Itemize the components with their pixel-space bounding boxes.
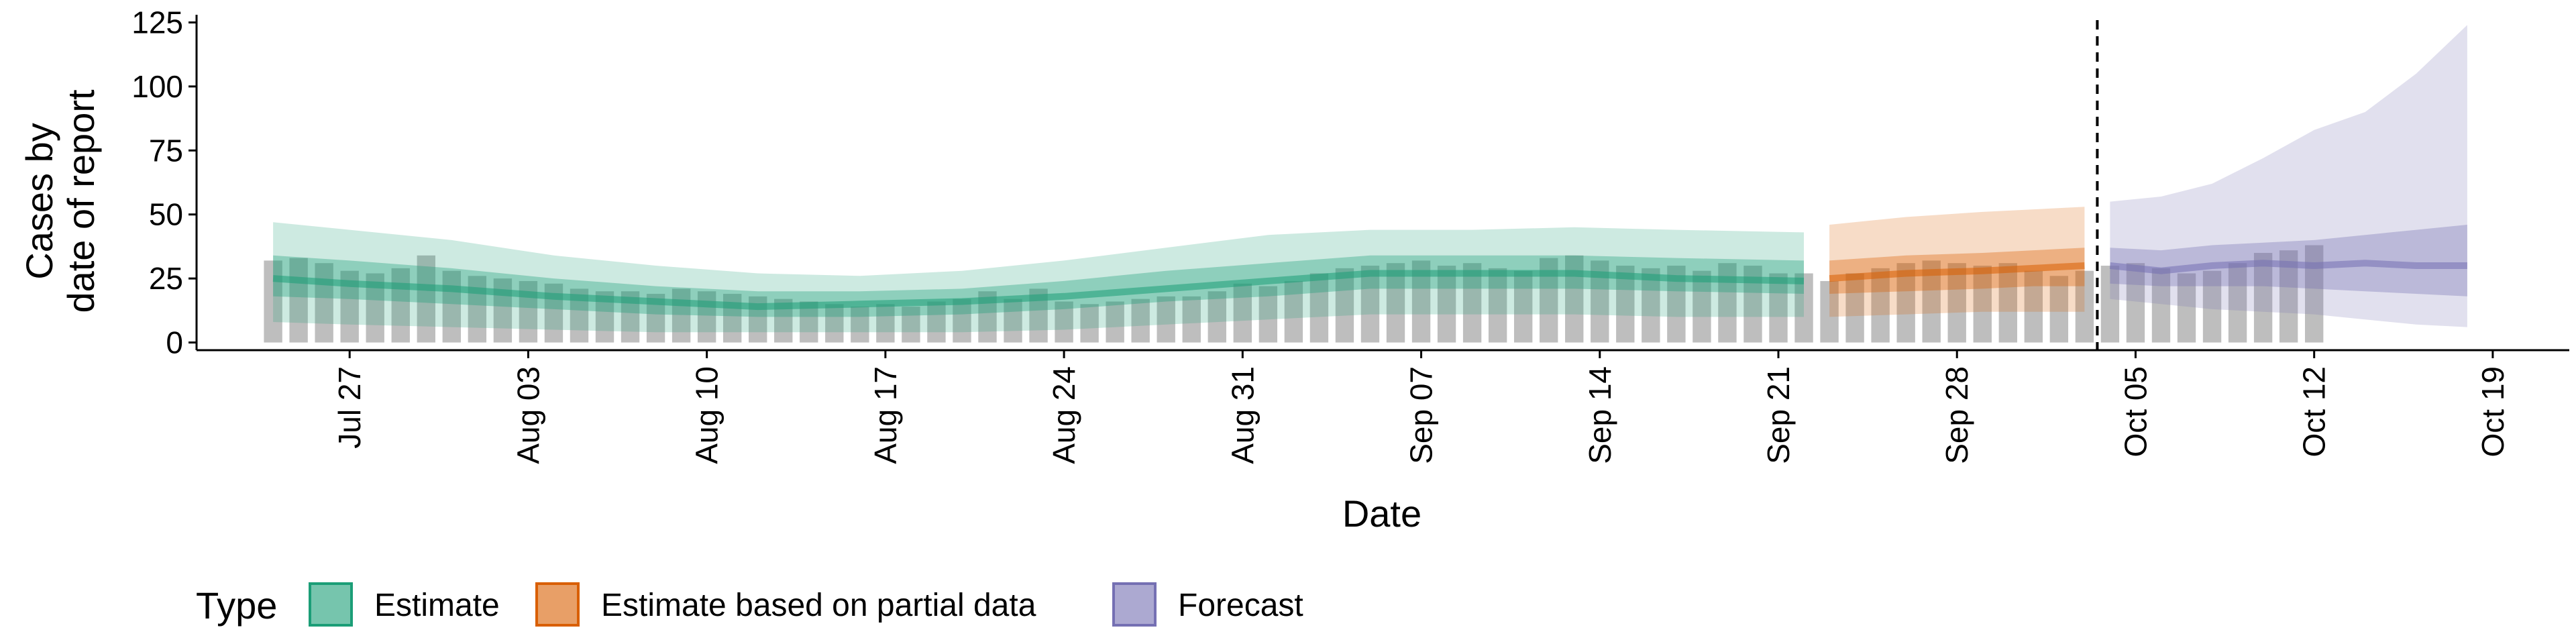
bar <box>1871 268 1890 343</box>
bar <box>1693 270 1711 343</box>
y-tick-label: 125 <box>131 5 183 40</box>
bar <box>1769 273 1788 343</box>
x-tick-label: Sep 07 <box>1404 366 1439 464</box>
x-tick-label: Aug 17 <box>868 366 903 464</box>
x-tick-label: Aug 03 <box>511 366 545 464</box>
bar <box>1309 273 1329 343</box>
bar <box>2100 266 2120 343</box>
legend-swatch-forecast <box>1112 582 1157 627</box>
bar <box>1437 266 1456 343</box>
x-tick-label: Sep 14 <box>1582 366 1617 464</box>
bar <box>1208 291 1226 343</box>
x-tick-label: Oct 05 <box>2118 366 2153 458</box>
bar <box>2075 270 2094 343</box>
bar <box>391 268 410 343</box>
bar <box>902 307 920 343</box>
bar <box>851 307 869 343</box>
bar <box>876 304 895 343</box>
bar <box>1182 296 1201 343</box>
x-tick-label: Oct 12 <box>2297 366 2332 458</box>
bar <box>315 263 333 343</box>
bar <box>2151 268 2171 343</box>
bar <box>417 255 435 343</box>
bar <box>1998 263 2017 343</box>
bar <box>442 270 462 343</box>
x-tick-label: Oct 19 <box>2475 366 2510 458</box>
bar <box>697 291 716 343</box>
y-tick-label: 0 <box>166 325 183 360</box>
y-tick-label: 25 <box>149 261 183 296</box>
bar <box>2126 263 2145 343</box>
bar <box>1360 266 1380 343</box>
bar <box>1258 286 1278 343</box>
ribbon-outer-forecast <box>2110 25 2467 327</box>
bar <box>1335 268 1354 343</box>
plot-area <box>264 20 2467 350</box>
bar <box>1233 283 1252 343</box>
bar <box>264 260 282 343</box>
bar <box>1055 301 1073 343</box>
bar <box>2253 252 2273 343</box>
bar <box>1157 296 1175 343</box>
bar <box>927 301 946 343</box>
bar <box>289 258 308 343</box>
bar <box>2177 273 2196 343</box>
y-tick-label: 100 <box>131 69 183 104</box>
x-tick-label: Aug 24 <box>1046 366 1081 464</box>
x-tick-label: Sep 21 <box>1761 366 1796 464</box>
bar <box>2049 276 2069 343</box>
bar <box>1973 266 1992 343</box>
x-axis-title: Date <box>1342 492 1421 535</box>
bar <box>1488 268 1507 343</box>
legend-title: Type <box>196 584 277 627</box>
legend-label-forecast: Forecast <box>1178 588 1303 623</box>
y-tick-label: 75 <box>149 133 183 168</box>
median-line-estimate-based-on-partial-data <box>1829 262 2085 282</box>
bar <box>1080 304 1099 343</box>
bar <box>1565 255 1584 343</box>
bar <box>1845 273 1864 343</box>
bar <box>2202 270 2222 343</box>
legend: Type Estimate Estimate based on partial … <box>196 582 1303 627</box>
bar <box>1106 301 1124 343</box>
legend-label-estimate: Estimate <box>374 588 500 623</box>
bar <box>825 304 844 343</box>
bar <box>2228 263 2247 343</box>
median-line-forecast <box>2109 260 2467 274</box>
x-tick-label: Aug 10 <box>690 366 724 464</box>
y-tick-label: 50 <box>149 197 183 232</box>
legend-swatch-partial <box>535 582 580 627</box>
y-axis-title-line1: Cases by <box>18 123 60 279</box>
x-tick-label: Aug 31 <box>1225 366 1260 464</box>
bar <box>1947 263 1966 343</box>
bar <box>1131 299 1150 343</box>
y-axis-title-line2: date of report <box>60 89 102 313</box>
legend-label-partial: Estimate based on partial data <box>601 588 1036 623</box>
bar <box>953 299 971 343</box>
bar <box>672 288 691 343</box>
ribbon-inner-forecast <box>2110 225 2467 297</box>
bar <box>1004 299 1022 343</box>
bar <box>2024 270 2043 343</box>
x-tick-label: Jul 27 <box>332 366 367 449</box>
ribbon-outer-estimate-based-on-partial-data <box>1829 207 2085 317</box>
median-line-estimate <box>272 270 1805 311</box>
legend-swatch-estimate <box>309 582 353 627</box>
x-tick-label: Sep 28 <box>1939 366 1974 464</box>
bar <box>1820 280 1839 343</box>
bar <box>1284 280 1303 343</box>
bar <box>2304 245 2324 343</box>
bar <box>1513 270 1533 343</box>
bar <box>1794 273 1813 343</box>
axes: 0 25 50 75 100 125 Jul 27 Aug 03 Aug 10 Aug 17 Aug… <box>131 5 2569 464</box>
